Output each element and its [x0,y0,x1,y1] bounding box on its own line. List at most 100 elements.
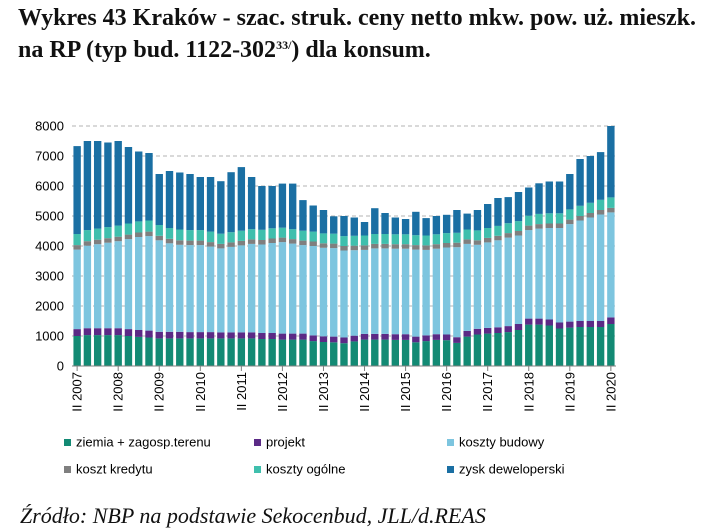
bar-segment-6 [73,146,81,234]
bar-segment-6 [453,210,461,233]
bar-segment-6 [535,183,543,214]
bar-segment-3 [145,236,153,331]
bar-segment-2 [596,321,605,327]
bar-segment-4 [504,233,512,238]
bar-segment-2 [545,319,553,326]
bar-segment-4 [453,242,461,248]
bar-segment-3 [165,243,174,332]
bar-segment-2 [360,333,369,340]
bar-segment-5 [83,230,92,242]
y-tick-label: 5000 [35,209,64,224]
bar-segment-2 [196,332,204,339]
bar-segment-4 [278,237,287,243]
bar-segment-1 [442,340,451,366]
chart-title-text: Wykres 43 Kraków - szac. struk. ceny net… [18,5,696,63]
bar-segment-4 [145,231,153,237]
bar-segment-6 [268,186,276,229]
bar-segment-1 [555,328,564,366]
bar-segment-6 [309,205,317,232]
bar-segment-5 [596,199,605,210]
bar-segment-1 [350,341,358,366]
bar-segment-1 [504,332,512,366]
y-tick-label: 4000 [35,239,64,254]
bar-segment-3 [576,220,584,321]
bar-segment-6 [494,198,502,226]
y-tick-label: 6000 [35,179,64,194]
bar-segment-5 [227,232,235,243]
x-tick-label: II 2007 [70,372,85,412]
bar-segment-2 [186,332,194,339]
bar-segment-3 [607,212,615,318]
x-tick-label: II 2012 [275,372,290,412]
bar-segment-5 [576,205,584,216]
bar-segment-6 [186,174,194,231]
bar-segment-6 [432,216,441,235]
bar-segment-4 [176,240,184,245]
bar-segment-6 [258,186,266,230]
bar-segment-4 [227,242,235,247]
bar-segment-3 [93,244,102,329]
bar-segment-4 [412,245,420,250]
bar-segment-3 [186,245,194,333]
stacked-bar-chart: 0 1000 2000 3000 4000 5000 6000 7000 8000 II 200… [35,119,618,477]
bar-segment-1 [104,335,112,366]
x-tick-label: II 2015 [398,372,413,412]
bar-segment-4 [514,231,523,236]
bar-segment-4 [432,244,441,249]
legend-label: koszty ogólne [266,462,346,477]
bar-segment-2 [104,328,112,336]
bar-segment-2 [73,329,81,336]
bar-segment-2 [93,328,102,336]
bar-segment-5 [299,230,307,241]
bar-segment-6 [607,126,615,198]
bar-segment-6 [422,218,430,236]
bar-segment-6 [206,177,215,232]
bar-segment-3 [463,243,471,331]
bar-segment-3 [196,245,204,333]
bar-segment-6 [288,183,297,230]
bar-segment-4 [525,225,533,231]
bar-segment-5 [135,221,143,233]
bar-segment-6 [196,177,204,231]
bar-segment-6 [514,192,523,222]
bar-segment-5 [360,235,369,246]
x-tick-label: II 2020 [603,372,618,412]
bar-segment-1 [155,338,163,366]
bar-segment-3 [545,228,553,320]
bar-segment-6 [350,217,358,236]
legend-swatch [64,439,71,446]
bar-segment-2 [432,334,441,340]
bar-segment-5 [165,228,174,239]
bar-segment-2 [401,334,410,340]
bar-segment-1 [586,327,595,366]
bar-segment-2 [514,324,523,330]
bar-segment-5 [535,213,543,225]
bar-segment-3 [381,248,389,334]
bar-segment-5 [473,230,482,241]
bar-segment-4 [196,240,204,246]
bar-segment-4 [135,232,143,237]
bar-segment-4 [473,240,482,245]
bar-segment-2 [576,321,584,327]
bar-segment-4 [442,243,451,248]
bar-segment-6 [391,217,400,235]
bar-segment-5 [155,225,163,236]
bar-segment-5 [309,231,317,242]
bar-segment-5 [237,230,246,241]
x-tick-label: II 2017 [480,372,495,412]
bar-segment-1 [545,325,553,366]
bar-segment-3 [432,248,441,335]
bar-segment-3 [596,214,605,321]
bar-segment-6 [473,210,482,231]
chart-title: Wykres 43 Kraków - szac. struk. ceny net… [18,2,708,66]
bar-segment-5 [206,231,215,243]
bar-segment-3 [525,230,533,319]
bar-segment-1 [186,338,194,366]
bar-segment-3 [299,245,307,334]
bar-segment-5 [432,234,441,245]
bar-segment-5 [278,227,287,238]
bar-segment-6 [525,187,533,216]
bar-segment-4 [299,240,307,246]
bar-segment-1 [340,343,348,366]
y-axis: 0 1000 2000 3000 4000 5000 6000 7000 8000 [35,119,64,374]
